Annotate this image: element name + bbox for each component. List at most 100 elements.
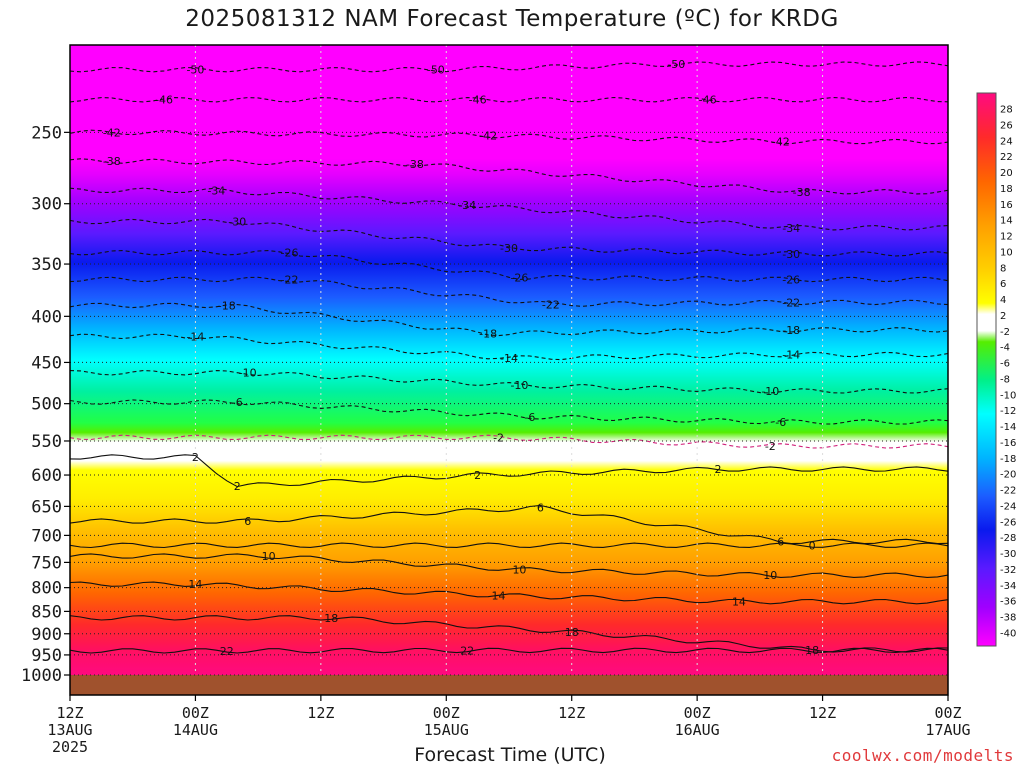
colorbar-label: 22	[1000, 152, 1013, 163]
x-tick-label: 00Z	[433, 704, 460, 722]
contour-label: -26	[510, 271, 528, 284]
isotherm-line	[70, 454, 948, 488]
contour-label: 22	[220, 645, 234, 658]
x-tick-label: 00Z	[182, 704, 209, 722]
colorbar-label: -28	[1000, 533, 1016, 544]
y-tick-label: 650	[31, 497, 62, 517]
contour-label: 14	[732, 596, 746, 609]
contour-label: -38	[103, 155, 121, 168]
colorbar-label: -2	[1000, 327, 1010, 338]
y-tick-label: 950	[31, 646, 62, 666]
isotherm-line	[70, 187, 948, 231]
contour-label: -34	[458, 199, 476, 212]
contour-label: 18	[324, 612, 338, 625]
x-tick-label: 14AUG	[173, 721, 218, 739]
contour-label: -10	[239, 367, 257, 380]
colorbar-label: -4	[1000, 343, 1010, 354]
contour-label: -30	[782, 248, 800, 261]
y-tick-label: 700	[31, 526, 62, 546]
contour-label: 10	[512, 564, 526, 577]
colorbar-label: 10	[1000, 247, 1013, 258]
isotherm-line	[70, 399, 948, 425]
contour-label: 0	[809, 539, 816, 552]
contour-label: -46	[469, 94, 487, 107]
y-tick-label: 250	[31, 123, 62, 143]
y-tick-label: 900	[31, 625, 62, 645]
colorbar-label: 26	[1000, 120, 1013, 131]
y-tick-label: 600	[31, 466, 62, 486]
contour-label: -6	[775, 416, 786, 429]
contour-label: -42	[479, 129, 497, 142]
colorbar-label: 20	[1000, 168, 1013, 179]
contour-label: 22	[460, 644, 474, 657]
contour-label: -26	[782, 273, 800, 286]
colorbar-label: -24	[1000, 501, 1016, 512]
contour-label: -30	[228, 216, 246, 229]
y-tick-label: 300	[31, 195, 62, 215]
colorbar-label: 8	[1000, 263, 1006, 274]
colorbar-label: 4	[1000, 295, 1006, 306]
contour-label: -14	[500, 352, 518, 365]
y-tick-label: 500	[31, 395, 62, 415]
colorbar-label: -18	[1000, 454, 1016, 465]
x-tick-label: 12Z	[56, 704, 83, 722]
isotherm-line	[70, 553, 948, 578]
isotherm-line	[70, 276, 948, 307]
pressure-axis: 250 300 350 400 450 500 550 600 650 700 750 800 850 9…	[21, 123, 70, 686]
contour-label: -10	[510, 379, 528, 392]
isotherm-line	[70, 61, 948, 73]
colorbar-label: -14	[1000, 422, 1016, 433]
isotherm-line	[70, 615, 948, 653]
x-tick-label: 2025	[52, 738, 88, 756]
isotherm-line	[70, 542, 948, 549]
x-tick-label: 00Z	[934, 704, 961, 722]
contour-label: -6	[524, 411, 535, 424]
x-tick-label: 13AUG	[47, 721, 92, 739]
isotherm-line	[70, 434, 948, 449]
colorbar-label: -12	[1000, 406, 1016, 417]
contour-label: -38	[406, 158, 424, 171]
contour-label: 6	[537, 502, 544, 515]
contour-label: 2	[715, 463, 722, 476]
y-tick-label: 350	[31, 255, 62, 275]
colorbar-label: 14	[1000, 216, 1013, 227]
colorbar-label: 16	[1000, 200, 1013, 211]
colorbar-label: -8	[1000, 374, 1010, 385]
contour-label: 10	[763, 569, 777, 582]
y-tick-label: 750	[31, 553, 62, 573]
plot-frame	[69, 44, 949, 696]
contour-label: 14	[188, 578, 202, 591]
isotherm-line	[70, 218, 948, 257]
contour-label: 2	[474, 469, 481, 482]
colorbar-labels: 28 26 24 22 20 18 16 14 12 10 8 6 4 2 -2 -4 -6 -8 -10 -12 -1…	[1000, 105, 1016, 640]
y-tick-label: 850	[31, 602, 62, 622]
colorbar-label: -26	[1000, 517, 1016, 528]
contour-label: 14	[492, 589, 506, 602]
contour-label: -22	[782, 296, 800, 309]
colorbar-label: -16	[1000, 438, 1016, 449]
contour-label: 6	[777, 535, 784, 548]
isotherm-line	[70, 250, 948, 283]
y-tick-label: 400	[31, 307, 62, 327]
isotherm-line	[70, 504, 948, 545]
colorbar-label: 28	[1000, 105, 1013, 116]
colorbar-label: -38	[1000, 613, 1016, 624]
colorbar-label: -6	[1000, 359, 1010, 370]
x-tick-label: 12Z	[307, 704, 334, 722]
contour-label: -22	[542, 298, 560, 311]
contour-label: -30	[500, 242, 518, 255]
contour-label: -42	[103, 126, 121, 139]
colorbar-label: -32	[1000, 565, 1016, 576]
y-tick-label: 450	[31, 353, 62, 373]
x-tick-label: 17AUG	[925, 721, 970, 739]
contour-label: 18	[565, 626, 579, 639]
x-tick-label: 12Z	[558, 704, 585, 722]
colorbar-label: 24	[1000, 136, 1013, 147]
contour-label: 2	[234, 480, 241, 493]
isotherm-line	[70, 129, 948, 145]
isotherm-line	[70, 302, 948, 337]
contour-label: -18	[218, 299, 236, 312]
colorbar	[976, 92, 997, 647]
contour-label: 6	[244, 515, 251, 528]
